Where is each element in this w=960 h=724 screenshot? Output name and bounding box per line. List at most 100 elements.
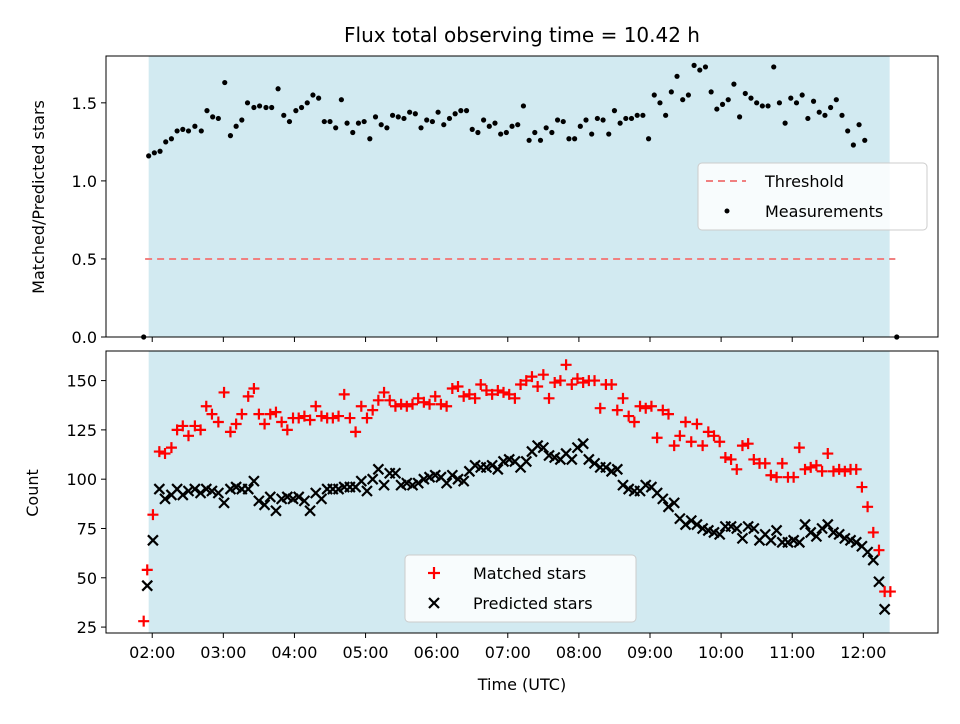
predicted-star-marker xyxy=(611,463,624,476)
measurement-point xyxy=(799,92,805,98)
predicted-star-marker xyxy=(679,518,692,531)
predicted-star-marker xyxy=(583,453,595,466)
predicted-star-marker xyxy=(736,532,749,545)
measurement-point xyxy=(714,106,720,112)
measurement-point xyxy=(828,104,834,111)
predicted-star-marker xyxy=(378,479,390,491)
matched-star-marker xyxy=(458,390,470,402)
predicted-star-marker xyxy=(315,493,328,505)
predicted-star-marker xyxy=(206,485,218,497)
legend-matched-swatch xyxy=(428,567,440,579)
predicted-star-marker xyxy=(861,546,874,558)
matched-star-marker xyxy=(662,408,674,420)
predicted-star-marker xyxy=(770,524,783,537)
matched-star-marker xyxy=(805,461,817,473)
measurement-point xyxy=(685,92,692,98)
matched-star-marker xyxy=(776,457,788,469)
matched-star-marker xyxy=(355,400,367,412)
predicted-star-marker xyxy=(662,501,675,513)
count-legend-box xyxy=(404,554,637,623)
matched-star-marker xyxy=(206,408,218,420)
matched-star-marker xyxy=(429,390,441,402)
measurement-point xyxy=(560,118,566,125)
predicted-star-marker xyxy=(218,497,230,509)
matched-star-marker xyxy=(350,426,362,438)
predicted-star-marker xyxy=(194,487,207,499)
measurement-point xyxy=(192,123,198,129)
measurement-point xyxy=(281,112,287,118)
ratio-legend: Threshold Measurements xyxy=(697,162,928,231)
matched-star-marker xyxy=(293,412,305,424)
x-tick-label: 02:00 xyxy=(129,643,175,662)
matched-star-marker xyxy=(259,418,271,430)
measurement-point xyxy=(286,118,293,125)
matched-star-marker xyxy=(171,424,183,436)
measurement-point xyxy=(845,128,851,134)
measurement-point xyxy=(174,128,180,134)
predicted-star-marker xyxy=(810,530,823,543)
measurement-point xyxy=(668,89,674,95)
predicted-star-marker xyxy=(212,487,225,499)
predicted-star-marker xyxy=(577,437,589,450)
measurement-point xyxy=(623,115,629,122)
matched-star-marker xyxy=(424,398,436,410)
measurement-point xyxy=(367,136,373,142)
x-tick-label: 09:00 xyxy=(627,643,673,662)
x-tick-label: 05:00 xyxy=(343,643,389,662)
matched-star-marker xyxy=(827,465,839,477)
predicted-star-marker xyxy=(264,491,277,503)
measurement-point xyxy=(463,108,470,114)
matched-star-marker xyxy=(469,392,481,404)
matched-star-marker xyxy=(378,386,390,398)
measurement-point xyxy=(475,129,481,136)
matched-star-marker xyxy=(594,402,606,414)
predicted-star-marker xyxy=(588,457,601,470)
measurement-point xyxy=(168,136,175,142)
matched-star-marker xyxy=(537,369,549,381)
bottom-y-tick-label: 75 xyxy=(77,519,97,538)
matched-star-marker xyxy=(253,408,265,420)
predicted-star-marker xyxy=(292,491,305,503)
matched-star-marker xyxy=(304,414,316,426)
top-y-axis-label: Matched/Predicted stars xyxy=(29,100,48,294)
measurement-point xyxy=(316,95,322,101)
predicted-star-marker xyxy=(366,473,379,485)
predicted-star-marker xyxy=(253,495,265,507)
matched-star-marker xyxy=(532,380,544,392)
predicted-star-marker xyxy=(878,603,891,616)
matched-star-marker xyxy=(242,390,254,402)
measurement-point xyxy=(441,122,447,128)
measurement-point xyxy=(850,142,856,148)
matched-star-marker xyxy=(446,382,458,394)
matched-star-marker xyxy=(389,400,401,412)
measurement-point xyxy=(338,97,344,103)
measurement-point xyxy=(204,108,210,114)
matched-star-marker xyxy=(617,392,629,404)
matched-star-marker xyxy=(218,386,230,398)
measurement-point xyxy=(577,123,583,129)
matched-star-marker xyxy=(212,416,224,428)
top-axes-frame xyxy=(105,55,939,338)
predicted-star-marker xyxy=(537,441,550,454)
measurement-point xyxy=(503,129,509,136)
measurement-point xyxy=(776,100,783,106)
x-tick-label: 08:00 xyxy=(556,643,602,662)
matched-star-marker xyxy=(498,386,510,398)
matched-star-marker xyxy=(685,436,697,448)
matched-star-marker xyxy=(884,586,896,598)
matched-star-marker xyxy=(361,412,373,424)
predicted-star-marker xyxy=(141,579,154,592)
matched-star-marker xyxy=(719,451,731,463)
measurement-point xyxy=(691,62,697,68)
matched-star-marker xyxy=(384,394,396,406)
matched-star-marker xyxy=(611,404,623,416)
measurement-point xyxy=(742,90,748,97)
matched-star-marker xyxy=(195,424,207,436)
predicted-star-marker xyxy=(153,483,166,495)
predicted-star-marker xyxy=(412,477,424,489)
predicted-star-marker xyxy=(248,475,260,487)
matched-star-marker xyxy=(298,410,310,422)
matched-star-marker xyxy=(248,382,260,394)
measurement-point xyxy=(233,123,239,129)
